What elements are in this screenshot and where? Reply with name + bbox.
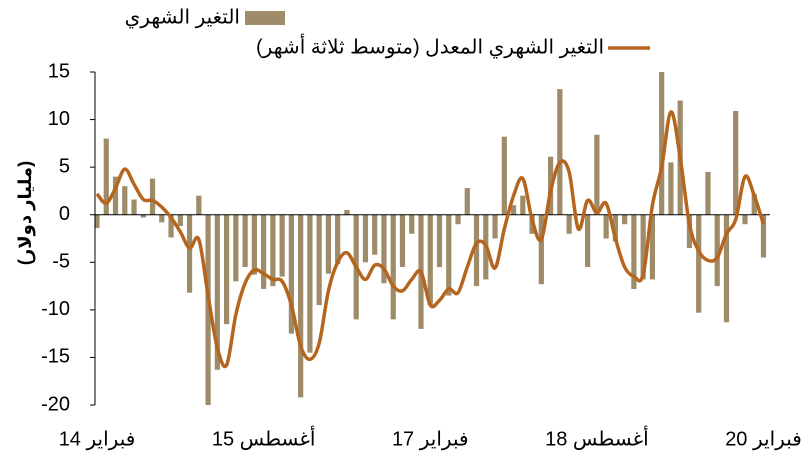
y-tick-label: -5 xyxy=(52,251,70,273)
y-axis-label: (مليار دولار) xyxy=(15,161,36,265)
bar xyxy=(399,214,406,268)
bar xyxy=(335,214,341,265)
bar xyxy=(168,214,174,238)
y-tick-label: 15 xyxy=(48,60,70,82)
bar xyxy=(668,162,674,215)
bar xyxy=(270,214,276,287)
bar xyxy=(177,214,183,227)
bar xyxy=(446,214,452,296)
x-tick-label: فبراير 17 xyxy=(392,428,469,450)
y-tick-label: 10 xyxy=(48,108,70,130)
bar xyxy=(242,214,248,268)
bar xyxy=(640,214,646,280)
legend-swatch xyxy=(245,11,285,25)
bar xyxy=(214,214,220,370)
bar xyxy=(186,214,193,293)
x-tick-label: فبراير 14 xyxy=(59,428,136,450)
y-tick-label: -20 xyxy=(41,393,70,415)
bar xyxy=(742,214,748,225)
bar xyxy=(409,214,415,234)
bar xyxy=(372,214,378,255)
y-tick-label: -10 xyxy=(41,298,70,320)
bar xyxy=(251,214,257,275)
bar xyxy=(233,214,239,282)
bar xyxy=(94,214,100,229)
bar xyxy=(751,193,757,215)
bar xyxy=(223,214,230,325)
bar xyxy=(585,214,591,268)
bar xyxy=(279,214,285,277)
legend-label: التغير الشهري المعدل (متوسط ثلاثة أشهر) xyxy=(256,33,604,59)
bar xyxy=(288,214,294,334)
bar xyxy=(733,111,739,215)
y-tick-label: 0 xyxy=(59,203,70,225)
bar xyxy=(566,214,572,234)
bar xyxy=(261,214,267,289)
bar xyxy=(344,209,350,215)
bar xyxy=(501,136,507,215)
bar xyxy=(362,214,369,263)
bar xyxy=(103,138,109,215)
bar xyxy=(131,199,137,215)
bar xyxy=(325,214,332,274)
bar xyxy=(464,188,470,215)
bar xyxy=(455,214,461,225)
bar xyxy=(622,214,628,225)
bar xyxy=(159,214,165,223)
bar xyxy=(436,214,443,268)
bar xyxy=(140,214,146,218)
x-tick-label: أغسطس 18 xyxy=(545,425,649,450)
bar xyxy=(510,205,517,215)
bar xyxy=(205,214,211,405)
legend-label: التغير الشهري xyxy=(125,6,240,29)
line xyxy=(95,110,766,369)
bar xyxy=(390,214,396,320)
bar xyxy=(538,214,544,285)
bar xyxy=(122,186,128,215)
bar xyxy=(149,178,156,215)
x-tick-label: أغسطس 15 xyxy=(212,425,316,450)
bar xyxy=(307,214,313,353)
bar xyxy=(631,214,637,289)
bar xyxy=(112,176,119,215)
bar xyxy=(520,195,526,215)
bar xyxy=(649,214,656,280)
bar xyxy=(427,214,433,306)
bar xyxy=(594,134,600,215)
bar xyxy=(696,214,702,313)
bar xyxy=(492,214,498,239)
bar xyxy=(473,214,480,287)
bar xyxy=(659,72,665,215)
x-tick-label: فبراير 20 xyxy=(725,428,802,450)
bar xyxy=(316,214,322,306)
bar xyxy=(723,214,730,323)
bar xyxy=(381,214,387,284)
y-tick-label: 5 xyxy=(59,155,70,177)
bar xyxy=(298,214,304,398)
bar xyxy=(714,214,720,287)
bar xyxy=(196,195,202,215)
bar xyxy=(557,89,563,215)
bar xyxy=(612,214,618,242)
bar xyxy=(760,214,767,258)
bar xyxy=(705,171,711,215)
y-tick-label: -15 xyxy=(41,346,70,368)
bar xyxy=(603,214,609,239)
